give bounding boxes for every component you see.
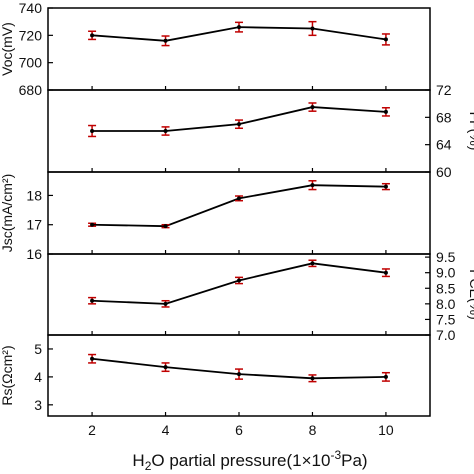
y-axis-title: PCE(%) [467, 269, 474, 320]
y-tick-label: 68 [436, 109, 452, 125]
y-tick-label: 72 [436, 82, 452, 98]
data-point [90, 298, 95, 303]
panel-3: 16 17 18 Jsc(mA/cm²) [0, 171, 431, 262]
data-point [310, 261, 315, 266]
y-tick-label: 16 [26, 246, 42, 262]
data-point [237, 372, 241, 377]
y-tick-label: 8.0 [436, 296, 456, 312]
y-axis-title: FF(%) [467, 112, 474, 151]
panel-1: 680 700 720 740 Voc(mV) [0, 0, 431, 98]
data-point [237, 278, 241, 283]
y-tick-label: 9.5 [436, 249, 456, 265]
data-point [310, 26, 315, 31]
data-point [383, 374, 388, 379]
series-line [92, 184, 386, 228]
data-point [310, 105, 315, 110]
panel-frame [47, 171, 431, 255]
y-tick-label: 18 [26, 187, 42, 203]
x-axis-title: H2O partial pressure(1×10-3Pa) [132, 448, 367, 473]
y-tick-label: 8.5 [436, 280, 456, 296]
data-point [90, 129, 95, 133]
y-tick-label: 700 [19, 55, 43, 71]
y-tick-label: 680 [19, 82, 43, 98]
y-axis-title: Jsc(mA/cm²) [0, 174, 15, 253]
y-tick-label: 3 [34, 397, 42, 413]
x-tick-label: 8 [309, 422, 317, 438]
x-tick-label: 4 [162, 422, 170, 438]
data-point [163, 129, 168, 133]
x-tick-label: 10 [378, 422, 394, 438]
data-point [310, 183, 315, 188]
panel-frame [47, 7, 431, 91]
y-axis-title: Voc(mV) [0, 22, 15, 76]
panel-4: 7.07.58.08.59.09.5 PCE(%) [47, 249, 474, 343]
data-point [90, 33, 95, 38]
data-point [383, 109, 388, 114]
data-point [383, 184, 388, 189]
x-tick-label: 6 [235, 422, 243, 438]
y-tick-label: 740 [19, 0, 43, 16]
data-point [310, 376, 315, 381]
y-tick-label: 17 [26, 217, 42, 233]
y-tick-label: 720 [19, 27, 43, 43]
data-point [237, 25, 241, 30]
y-tick-label: 9.0 [436, 265, 456, 281]
data-point [90, 356, 95, 361]
data-point [237, 196, 241, 201]
y-tick-label: 4 [34, 369, 42, 385]
y-tick-label: 7.0 [436, 327, 456, 343]
data-point [383, 37, 388, 42]
y-axis-title: Rs(Ωcm²) [0, 345, 15, 405]
y-tick-label: 7.5 [436, 311, 456, 327]
data-point [383, 270, 388, 275]
data-point [163, 301, 168, 306]
x-tick-label: 2 [88, 422, 96, 438]
y-tick-label: 5 [34, 341, 42, 357]
panel-frame [47, 253, 431, 336]
data-point [90, 222, 95, 227]
panel-2: 60 64 68 72 FF(%) [47, 82, 474, 180]
data-point [163, 224, 168, 229]
data-point [163, 38, 168, 43]
data-point [237, 122, 241, 127]
panel-5: 3 4 5 Rs(Ωcm²) [0, 334, 431, 417]
y-tick-label: 64 [436, 137, 452, 153]
data-point [163, 365, 168, 370]
y-tick-label: 60 [436, 164, 452, 180]
